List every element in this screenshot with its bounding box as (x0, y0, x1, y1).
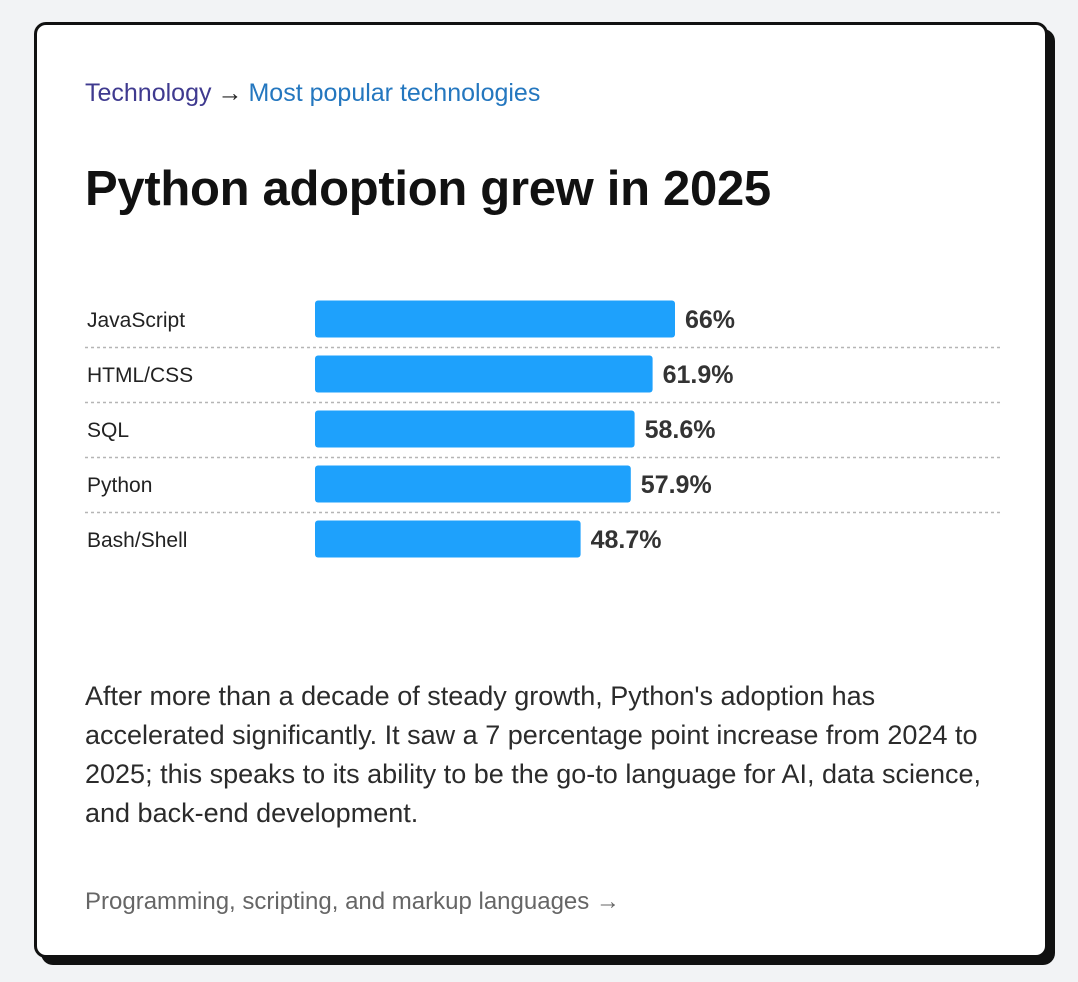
category-label: HTML/CSS (87, 364, 193, 387)
breadcrumb-arrow-icon: → (217, 79, 243, 107)
bar-value-label: 58.6% (645, 416, 716, 444)
category-label: Bash/Shell (87, 529, 187, 552)
content-card: Technology → Most popular technologies Pyt… (34, 22, 1048, 958)
bar-value-label: 66% (685, 306, 735, 334)
category-label: SQL (87, 419, 129, 442)
breadcrumb-technology-link[interactable]: Technology (85, 79, 212, 107)
description-paragraph: After more than a decade of steady growt… (85, 681, 982, 828)
breadcrumb-current-link[interactable]: Most popular technologies (248, 79, 541, 107)
bar (315, 410, 635, 448)
bar (315, 520, 581, 558)
bar-chart: JavaScript 66% HTML/CSS 61.9% SQL 58.6% Python… (85, 293, 1005, 583)
category-label: Python (87, 474, 152, 497)
category-label: JavaScript (87, 309, 185, 332)
languages-section-link[interactable]: Programming, scripting, and markup langu… (85, 888, 620, 915)
bar-value-label: 61.9% (663, 361, 734, 389)
bar-value-label: 48.7% (591, 526, 662, 554)
bar (315, 465, 631, 503)
page-title: Python adoption grew in 2025 (85, 162, 771, 216)
bar (315, 355, 653, 393)
bar (315, 300, 675, 338)
bar-value-label: 57.9% (641, 471, 712, 499)
breadcrumb: Technology → Most popular technologies (85, 77, 540, 109)
bar-chart-svg: JavaScript 66% HTML/CSS 61.9% SQL 58.6% Python… (85, 300, 1003, 558)
